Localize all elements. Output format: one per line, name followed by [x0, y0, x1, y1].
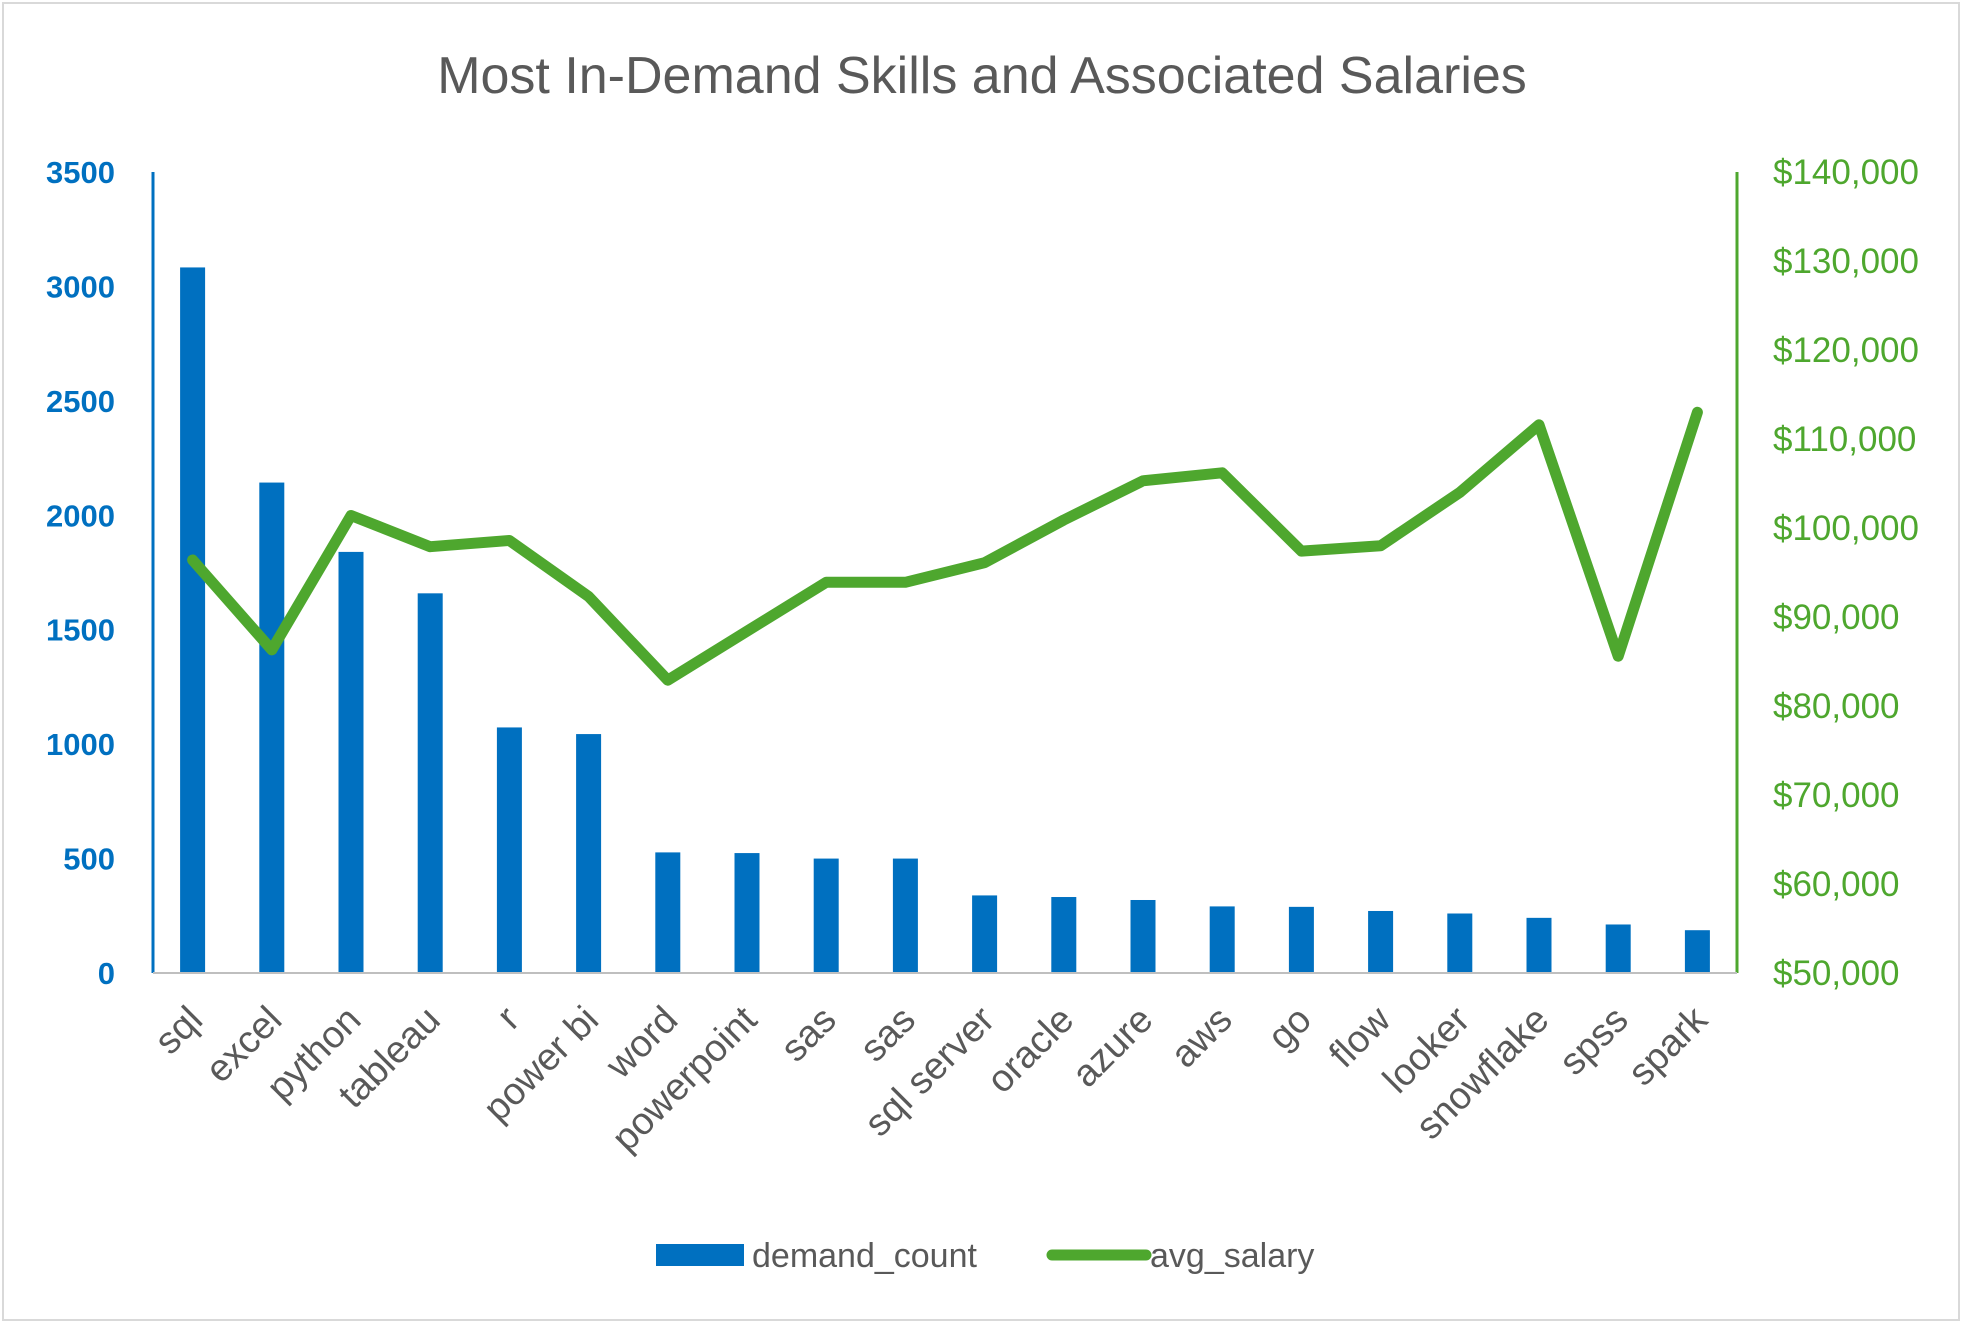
x-tick-label: go — [1260, 999, 1320, 1059]
bar-go-14 — [1288, 906, 1314, 973]
right-tick-label: $60,000 — [1773, 865, 1900, 904]
right-tick-label: $70,000 — [1773, 776, 1900, 815]
bar-series-demand-count — [180, 267, 1710, 973]
x-tick-label: sas — [773, 999, 845, 1071]
left-tick-label: 2500 — [46, 384, 115, 419]
bar-flow-15 — [1368, 910, 1394, 973]
bar-snowflake-17 — [1526, 917, 1552, 973]
x-tick-label: r — [489, 998, 528, 1037]
left-tick-label: 1000 — [46, 727, 115, 762]
bar-looker-16 — [1447, 913, 1473, 973]
right-tick-label: $130,000 — [1773, 242, 1919, 281]
left-axis-ticks: 0 500 1000 1500 2000 2500 3000 3500 — [46, 155, 115, 991]
right-axis-ticks: $50,000 $60,000 $70,000 $80,000 $90,000 $100,… — [1773, 153, 1919, 993]
bar-powerpoint-7 — [734, 853, 760, 973]
bar-power-bi-5 — [576, 734, 602, 973]
right-tick-label: $120,000 — [1773, 331, 1919, 370]
x-tick-label: sql — [147, 999, 211, 1063]
bar-tableau-3 — [417, 593, 443, 973]
x-tick-label: spss — [1552, 999, 1637, 1084]
right-tick-label: $80,000 — [1773, 687, 1900, 726]
line-series-avg-salary — [187, 406, 1703, 686]
right-tick-label: $140,000 — [1773, 153, 1919, 192]
bar-r-4 — [496, 727, 522, 973]
x-tick-label: spark — [1620, 998, 1716, 1094]
bar-sas-9 — [892, 858, 918, 973]
x-tick-label: oracle — [979, 999, 1082, 1102]
bar-spark-19 — [1684, 930, 1710, 973]
chart-title: Most In-Demand Skills and Associated Sal… — [437, 47, 1527, 105]
bar-sas-8 — [813, 858, 839, 973]
bar-sql-0 — [180, 267, 206, 973]
bar-aws-13 — [1209, 906, 1235, 973]
legend-swatch-demand-count — [656, 1244, 744, 1266]
bar-word-6 — [655, 852, 681, 973]
left-tick-label: 500 — [63, 842, 115, 877]
left-tick-label: 2000 — [46, 498, 115, 533]
bar-excel-1 — [259, 482, 285, 973]
legend: demand_count avg_salary — [656, 1237, 1314, 1275]
x-tick-label: aws — [1163, 999, 1240, 1076]
left-tick-label: 0 — [98, 956, 115, 991]
right-tick-label: $110,000 — [1773, 420, 1916, 459]
bar-oracle-11 — [1051, 897, 1077, 973]
left-tick-label: 3500 — [46, 155, 115, 190]
left-tick-label: 1500 — [46, 613, 115, 648]
bar-python-2 — [338, 551, 364, 973]
right-tick-label: $100,000 — [1773, 509, 1919, 548]
bar-sql-server-10 — [972, 895, 998, 973]
legend-label-avg-salary: avg_salary — [1150, 1237, 1314, 1275]
x-tick-label: azure — [1064, 999, 1161, 1096]
bar-spss-18 — [1605, 924, 1631, 973]
right-tick-label: $50,000 — [1773, 954, 1900, 993]
left-tick-label: 3000 — [46, 269, 115, 304]
bar-azure-12 — [1130, 899, 1156, 973]
x-tick-label: power bi — [476, 999, 607, 1130]
right-tick-label: $90,000 — [1773, 598, 1900, 637]
legend-label-demand-count: demand_count — [752, 1237, 978, 1275]
